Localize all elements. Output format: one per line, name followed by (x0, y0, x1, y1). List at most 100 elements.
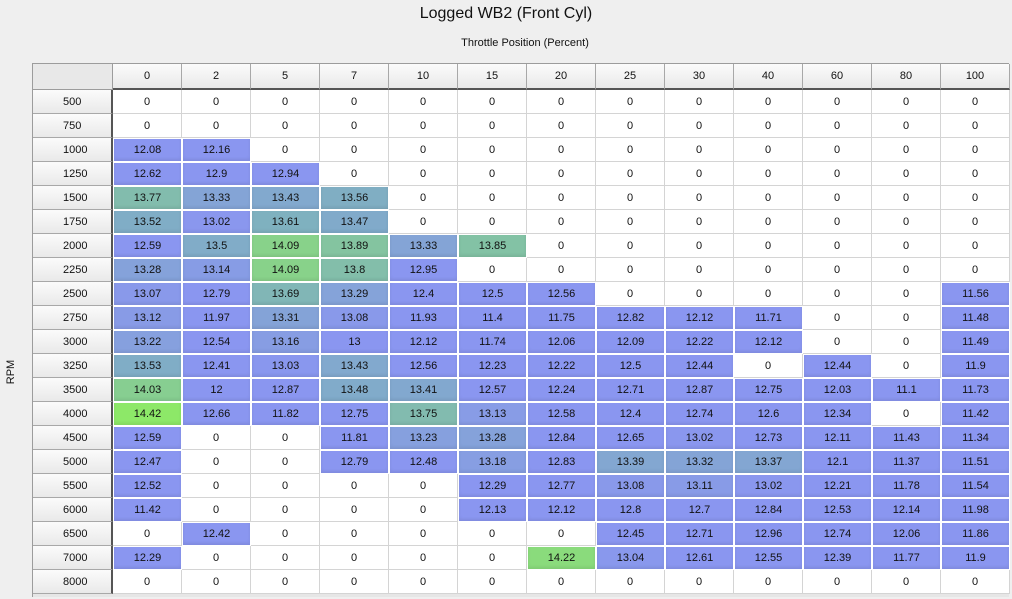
row-header[interactable]: 2500 (33, 282, 113, 306)
table-cell[interactable]: 0 (941, 570, 1010, 594)
column-header[interactable]: 5 (251, 64, 320, 90)
table-cell[interactable]: 0 (872, 114, 941, 138)
table-cell[interactable]: 13.33 (182, 186, 251, 210)
column-header[interactable]: 2 (182, 64, 251, 90)
table-cell[interactable]: 0 (734, 114, 803, 138)
table-cell[interactable]: 0 (182, 90, 251, 114)
table-cell[interactable]: 0 (251, 474, 320, 498)
table-cell[interactable]: 0 (389, 138, 458, 162)
table-cell[interactable]: 0 (458, 522, 527, 546)
table-cell[interactable]: 13.77 (113, 186, 182, 210)
table-cell[interactable]: 12.11 (803, 426, 872, 450)
column-header[interactable]: 7 (320, 64, 389, 90)
table-cell[interactable]: 0 (596, 282, 665, 306)
data-table[interactable]: 0 2 5 7 10 15 20 25 30 40 60 80 100 500 0 0 0 0 0 0 0 0 0 0 0 0 0 7… (32, 63, 1010, 597)
table-cell[interactable]: 0 (320, 474, 389, 498)
table-cell[interactable]: 12.59 (113, 426, 182, 450)
table-cell[interactable]: 0 (596, 162, 665, 186)
table-cell[interactable]: 12.75 (734, 378, 803, 402)
table-cell[interactable]: 0 (803, 306, 872, 330)
table-cell[interactable]: 0 (251, 522, 320, 546)
table-cell[interactable]: 14.42 (113, 402, 182, 426)
table-cell[interactable]: 0 (320, 138, 389, 162)
table-cell[interactable]: 12.53 (803, 498, 872, 522)
table-cell[interactable]: 12.87 (251, 378, 320, 402)
table-cell[interactable]: 12.08 (113, 138, 182, 162)
table-cell[interactable]: 0 (182, 450, 251, 474)
table-cell[interactable]: 13.56 (320, 186, 389, 210)
table-cell[interactable]: 12.06 (872, 522, 941, 546)
table-cell[interactable]: 12.95 (389, 258, 458, 282)
table-cell[interactable]: 0 (389, 114, 458, 138)
table-cell[interactable]: 12.52 (113, 474, 182, 498)
table-cell[interactable]: 0 (872, 258, 941, 282)
table-cell[interactable]: 13.41 (389, 378, 458, 402)
table-cell[interactable]: 13.13 (458, 402, 527, 426)
table-cell[interactable]: 13.12 (113, 306, 182, 330)
table-cell[interactable]: 13.8 (320, 258, 389, 282)
table-cell[interactable]: 0 (113, 90, 182, 114)
table-cell[interactable]: 0 (182, 114, 251, 138)
row-header[interactable]: 6000 (33, 498, 113, 522)
column-header[interactable]: 30 (665, 64, 734, 90)
table-cell[interactable]: 0 (941, 234, 1010, 258)
table-cell[interactable]: 0 (182, 570, 251, 594)
table-cell[interactable]: 0 (872, 90, 941, 114)
table-cell[interactable]: 0 (803, 234, 872, 258)
table-cell[interactable]: 0 (734, 258, 803, 282)
table-cell[interactable]: 0 (734, 354, 803, 378)
table-cell[interactable]: 0 (596, 210, 665, 234)
table-cell[interactable]: 0 (527, 522, 596, 546)
table-cell[interactable]: 12.71 (596, 378, 665, 402)
table-cell[interactable]: 0 (872, 162, 941, 186)
table-cell[interactable]: 12.29 (113, 546, 182, 570)
table-cell[interactable]: 0 (665, 570, 734, 594)
table-cell[interactable]: 0 (389, 162, 458, 186)
row-header[interactable]: 3000 (33, 330, 113, 354)
table-cell[interactable]: 12.4 (596, 402, 665, 426)
table-cell[interactable]: 0 (251, 138, 320, 162)
table-cell[interactable]: 13.32 (665, 450, 734, 474)
table-cell[interactable]: 12.22 (665, 330, 734, 354)
table-cell[interactable]: 12.58 (527, 402, 596, 426)
table-cell[interactable]: 12.57 (458, 378, 527, 402)
table-cell[interactable]: 12.84 (734, 498, 803, 522)
table-cell[interactable]: 13.48 (320, 378, 389, 402)
table-cell[interactable]: 12.48 (389, 450, 458, 474)
table-cell[interactable]: 11.82 (251, 402, 320, 426)
table-cell[interactable]: 0 (182, 546, 251, 570)
table-cell[interactable]: 0 (665, 138, 734, 162)
table-cell[interactable]: 13 (320, 330, 389, 354)
table-cell[interactable]: 13.08 (320, 306, 389, 330)
table-cell[interactable]: 11.56 (941, 282, 1010, 306)
table-cell[interactable]: 11.81 (320, 426, 389, 450)
table-cell[interactable]: 0 (941, 258, 1010, 282)
table-cell[interactable]: 12.45 (596, 522, 665, 546)
table-cell[interactable]: 0 (251, 426, 320, 450)
table-cell[interactable]: 12.66 (182, 402, 251, 426)
table-cell[interactable]: 13.5 (182, 234, 251, 258)
table-cell[interactable]: 0 (665, 282, 734, 306)
table-cell[interactable]: 0 (941, 210, 1010, 234)
table-cell[interactable]: 0 (458, 186, 527, 210)
table-cell[interactable]: 13.22 (113, 330, 182, 354)
table-cell[interactable]: 0 (596, 258, 665, 282)
table-cell[interactable]: 13.47 (320, 210, 389, 234)
table-cell[interactable]: 0 (251, 90, 320, 114)
table-cell[interactable]: 12.23 (458, 354, 527, 378)
table-cell[interactable]: 13.18 (458, 450, 527, 474)
table-cell[interactable]: 0 (320, 546, 389, 570)
table-cell[interactable]: 13.02 (182, 210, 251, 234)
table-cell[interactable]: 0 (941, 114, 1010, 138)
table-cell[interactable]: 12.1 (803, 450, 872, 474)
table-cell[interactable]: 0 (596, 138, 665, 162)
table-cell[interactable]: 0 (458, 546, 527, 570)
table-cell[interactable]: 0 (527, 90, 596, 114)
column-header[interactable]: 60 (803, 64, 872, 90)
table-cell[interactable]: 13.53 (113, 354, 182, 378)
table-cell[interactable]: 0 (734, 210, 803, 234)
table-cell[interactable]: 11.43 (872, 426, 941, 450)
table-cell[interactable]: 12.34 (803, 402, 872, 426)
table-cell[interactable]: 0 (596, 186, 665, 210)
table-cell[interactable]: 0 (734, 234, 803, 258)
